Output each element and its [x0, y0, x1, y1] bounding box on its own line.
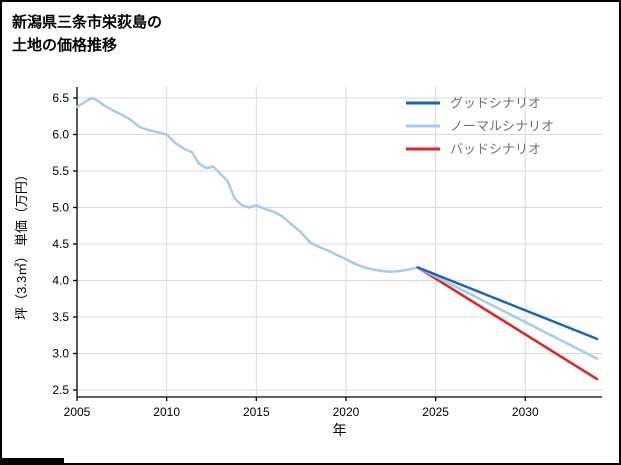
- x-tick-label: 2015: [243, 405, 270, 419]
- y-tick-label: 4.5: [52, 237, 69, 251]
- grid-lines: [76, 87, 602, 397]
- axes: 2005 2010 2015 2020 2025 2030 2.5 3.0 3.5 4.0 4.5 5…: [52, 87, 602, 419]
- legend-label-bad: バッドシナリオ: [450, 142, 541, 157]
- series-normal: [416, 266, 599, 360]
- x-tick-label: 2025: [422, 405, 449, 419]
- x-axis-label: 年: [333, 422, 347, 438]
- y-axis-label: 坪（3.3㎡） 単価（万円）: [14, 168, 29, 320]
- legend-label-good: グッドシナリオ: [450, 96, 541, 111]
- chart-title: 新潟県三条市栄荻島の 土地の価格推移: [12, 12, 162, 57]
- x-tick-label: 2030: [512, 405, 539, 419]
- legend-label-normal: ノーマルシナリオ: [450, 119, 554, 134]
- series-good: [416, 266, 599, 341]
- x-tick-label: 2005: [64, 405, 91, 419]
- x-tick-label: 2020: [333, 405, 360, 419]
- y-tick-label: 3.0: [52, 347, 69, 361]
- y-tick-label: 3.5: [52, 310, 69, 324]
- y-tick-label: 4.0: [52, 274, 69, 288]
- bottom-bar: [2, 458, 64, 463]
- chart-title-line1: 新潟県三条市栄荻島の: [12, 14, 163, 31]
- y-tick-label: 5.0: [52, 201, 69, 215]
- series-history: [75, 96, 419, 273]
- y-tick-label: 6.5: [52, 91, 69, 105]
- y-tick-label: 2.5: [52, 383, 69, 397]
- chart-title-line2: 土地の価格推移: [12, 36, 118, 54]
- y-tick-label: 6.0: [52, 128, 69, 142]
- series-bad: [416, 266, 599, 381]
- y-tick-label: 5.5: [52, 164, 69, 178]
- x-tick-label: 2010: [153, 405, 180, 419]
